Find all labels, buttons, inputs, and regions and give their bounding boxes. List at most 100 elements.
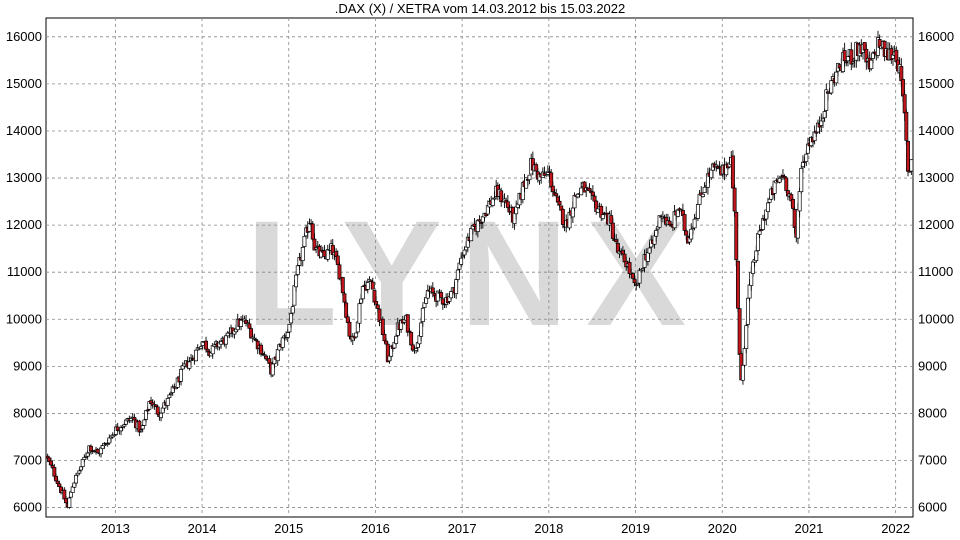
candle-up	[302, 235, 307, 247]
candle-up	[289, 313, 294, 324]
candle-up	[744, 325, 749, 349]
candle-up	[239, 319, 244, 327]
candle-up	[455, 269, 460, 280]
x-tick-label: 2019	[621, 521, 650, 536]
candle-up	[822, 111, 827, 119]
candle-down	[592, 195, 597, 202]
candle-down	[479, 222, 484, 224]
candle-up	[460, 255, 465, 258]
candle-up	[819, 120, 824, 126]
candle-up	[360, 286, 365, 300]
candle-up	[245, 322, 250, 324]
y-tick-label-right: 12000	[918, 217, 954, 232]
candle-down	[735, 260, 740, 309]
candle-up	[490, 198, 495, 206]
x-tick-label: 2021	[794, 521, 823, 536]
candle-up	[292, 285, 297, 306]
candle-up	[280, 337, 285, 348]
plot-frame	[45, 17, 914, 518]
y-tick-label-right: 11000	[918, 264, 953, 279]
candle-up	[275, 349, 280, 362]
candle-up	[757, 230, 762, 235]
candle-up	[527, 174, 532, 181]
candle-up	[740, 364, 745, 381]
candle-up	[750, 261, 755, 274]
candle-down	[407, 330, 412, 333]
candle-up	[851, 61, 855, 64]
candle-up	[454, 279, 459, 295]
candle-down	[132, 417, 137, 421]
candle-down	[901, 79, 905, 97]
candle-down	[370, 281, 375, 290]
candle-down	[347, 321, 352, 337]
candle-down	[590, 191, 595, 196]
candle-down	[904, 111, 909, 141]
candle-up	[187, 361, 192, 369]
candle-up	[300, 246, 305, 261]
candle-up	[697, 193, 702, 205]
y-tick-label-right: 13000	[918, 170, 954, 185]
candle-down	[382, 333, 387, 342]
candle-up	[285, 332, 290, 338]
candle-down	[247, 323, 252, 329]
candle-up	[262, 354, 267, 357]
candle-down	[842, 50, 847, 62]
candle-up	[765, 202, 770, 213]
candle-up	[709, 169, 714, 179]
candle-down	[440, 298, 445, 305]
candle-down	[55, 480, 60, 485]
candle-up	[224, 335, 229, 345]
candle-down	[155, 406, 160, 415]
candle-up	[219, 341, 224, 345]
y-tick-label-right: 6000	[918, 500, 947, 515]
candle-up	[287, 324, 292, 333]
candle-up	[122, 424, 127, 427]
candle-up	[80, 459, 85, 467]
candle-down	[557, 200, 562, 206]
candle-up	[107, 437, 112, 444]
candle-up	[179, 369, 184, 382]
candle-up	[144, 410, 148, 420]
y-tick-label-left: 12000	[6, 217, 42, 232]
candle-down	[54, 475, 58, 482]
candle-up	[307, 223, 312, 232]
x-tick-label: 2013	[101, 521, 130, 536]
candle-up	[72, 482, 77, 488]
candle-up	[394, 335, 399, 344]
candle-down	[734, 211, 739, 261]
candle-up	[821, 118, 825, 122]
candle-up	[365, 282, 370, 290]
x-tick-label: 2020	[708, 521, 737, 536]
candle-up	[692, 218, 697, 229]
candle-down	[260, 353, 265, 355]
y-tick-label-left: 11000	[7, 264, 42, 279]
candle-up	[760, 218, 765, 230]
candle-up	[747, 284, 752, 299]
candle-down	[337, 264, 342, 280]
candle-up	[755, 233, 760, 251]
candle-up	[290, 306, 295, 314]
candle-up	[70, 486, 75, 493]
candle-down	[204, 340, 209, 350]
candle-down	[335, 255, 340, 266]
candle-up	[357, 303, 362, 324]
candle-up	[414, 348, 419, 351]
candle-down	[377, 308, 382, 323]
candle-up	[652, 235, 657, 245]
candle-up	[165, 398, 170, 406]
candle-up	[600, 214, 605, 219]
candle-down	[345, 316, 350, 323]
candle-down	[610, 222, 615, 239]
candle-up	[419, 322, 424, 337]
candle-up	[294, 274, 299, 288]
candle-up	[462, 249, 467, 256]
candle-down	[899, 66, 904, 82]
y-tick-label-right: 16000	[918, 29, 954, 44]
candle-down	[477, 219, 482, 222]
candle-down	[784, 177, 789, 191]
candle-up	[325, 249, 330, 260]
candle-down	[312, 238, 317, 251]
candle-down	[322, 250, 327, 257]
candle-up	[829, 80, 834, 94]
candle-up	[354, 332, 359, 338]
